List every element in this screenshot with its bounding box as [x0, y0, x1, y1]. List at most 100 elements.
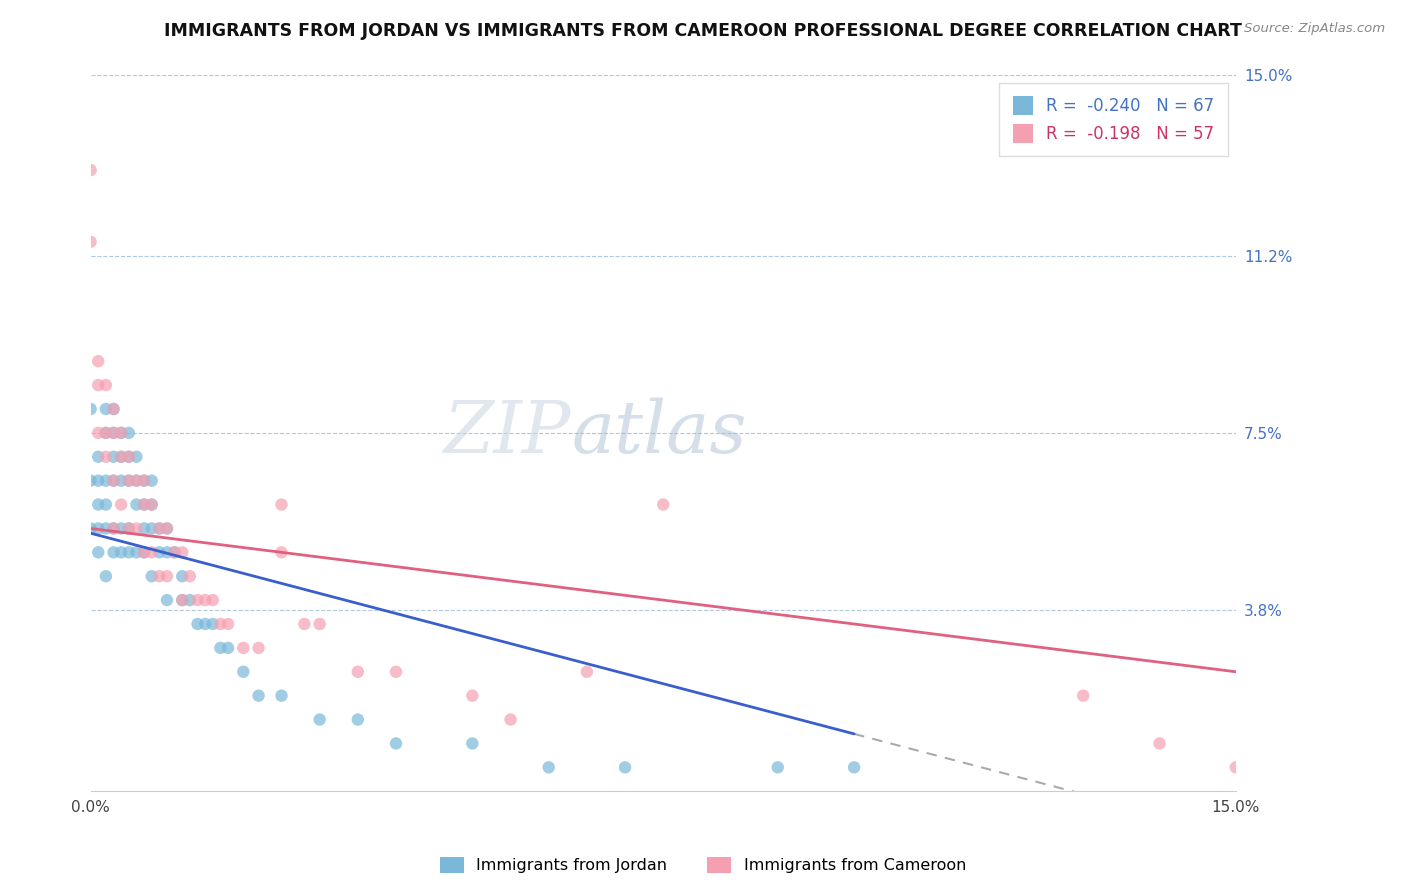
Point — [842, 760, 865, 774]
Point — [103, 545, 125, 559]
Point — [103, 450, 125, 464]
Point — [201, 617, 224, 632]
Point — [247, 689, 270, 703]
Point — [94, 498, 117, 512]
Point — [110, 545, 132, 559]
Point — [132, 498, 155, 512]
Point — [94, 450, 117, 464]
Point — [110, 425, 132, 440]
Point — [103, 474, 125, 488]
Point — [163, 545, 186, 559]
Point — [103, 521, 125, 535]
Point — [194, 593, 217, 607]
Point — [125, 498, 148, 512]
Point — [87, 354, 110, 368]
Point — [94, 378, 117, 392]
Point — [186, 617, 208, 632]
Point — [247, 640, 270, 655]
Point — [110, 474, 132, 488]
Point — [148, 521, 170, 535]
Point — [132, 545, 155, 559]
Point — [1225, 760, 1247, 774]
Point — [94, 521, 117, 535]
Point — [79, 521, 101, 535]
Legend: R =  -0.240   N = 67, R =  -0.198   N = 57: R = -0.240 N = 67, R = -0.198 N = 57 — [1000, 83, 1227, 156]
Point — [125, 474, 148, 488]
Point — [118, 425, 141, 440]
Point — [103, 474, 125, 488]
Point — [209, 617, 232, 632]
Point — [118, 474, 141, 488]
Text: ZIP: ZIP — [444, 398, 572, 468]
Point — [125, 545, 148, 559]
Point — [614, 760, 637, 774]
Point — [172, 593, 194, 607]
Point — [186, 593, 208, 607]
Point — [148, 569, 170, 583]
Point — [103, 402, 125, 417]
Point — [118, 450, 141, 464]
Legend: Immigrants from Jordan, Immigrants from Cameroon: Immigrants from Jordan, Immigrants from … — [433, 850, 973, 880]
Point — [292, 617, 315, 632]
Point — [141, 498, 163, 512]
Point — [132, 474, 155, 488]
Point — [118, 521, 141, 535]
Point — [94, 474, 117, 488]
Point — [232, 640, 254, 655]
Point — [270, 545, 292, 559]
Point — [125, 450, 148, 464]
Point — [87, 378, 110, 392]
Point — [87, 521, 110, 535]
Point — [575, 665, 598, 679]
Point — [94, 425, 117, 440]
Point — [125, 474, 148, 488]
Point — [103, 425, 125, 440]
Point — [308, 617, 330, 632]
Point — [209, 640, 232, 655]
Point — [132, 545, 155, 559]
Point — [132, 521, 155, 535]
Point — [163, 545, 186, 559]
Point — [194, 617, 217, 632]
Text: atlas: atlas — [572, 398, 747, 468]
Point — [103, 402, 125, 417]
Point — [1149, 736, 1171, 750]
Point — [201, 593, 224, 607]
Point — [87, 425, 110, 440]
Point — [132, 474, 155, 488]
Point — [347, 665, 370, 679]
Point — [79, 235, 101, 249]
Point — [217, 640, 239, 655]
Text: Source: ZipAtlas.com: Source: ZipAtlas.com — [1244, 22, 1385, 36]
Point — [172, 569, 194, 583]
Point — [270, 689, 292, 703]
Point — [232, 665, 254, 679]
Point — [141, 545, 163, 559]
Point — [118, 450, 141, 464]
Point — [103, 425, 125, 440]
Point — [156, 593, 179, 607]
Point — [141, 498, 163, 512]
Point — [172, 593, 194, 607]
Point — [148, 521, 170, 535]
Point — [499, 713, 522, 727]
Point — [461, 736, 484, 750]
Point — [87, 545, 110, 559]
Point — [217, 617, 239, 632]
Point — [156, 545, 179, 559]
Point — [110, 425, 132, 440]
Point — [141, 474, 163, 488]
Point — [179, 569, 201, 583]
Point — [270, 498, 292, 512]
Point — [87, 474, 110, 488]
Point — [766, 760, 789, 774]
Point — [118, 521, 141, 535]
Point — [118, 545, 141, 559]
Point — [156, 569, 179, 583]
Point — [148, 545, 170, 559]
Point — [94, 569, 117, 583]
Point — [156, 521, 179, 535]
Point — [652, 498, 675, 512]
Point — [79, 402, 101, 417]
Text: IMMIGRANTS FROM JORDAN VS IMMIGRANTS FROM CAMEROON PROFESSIONAL DEGREE CORRELATI: IMMIGRANTS FROM JORDAN VS IMMIGRANTS FRO… — [165, 22, 1241, 40]
